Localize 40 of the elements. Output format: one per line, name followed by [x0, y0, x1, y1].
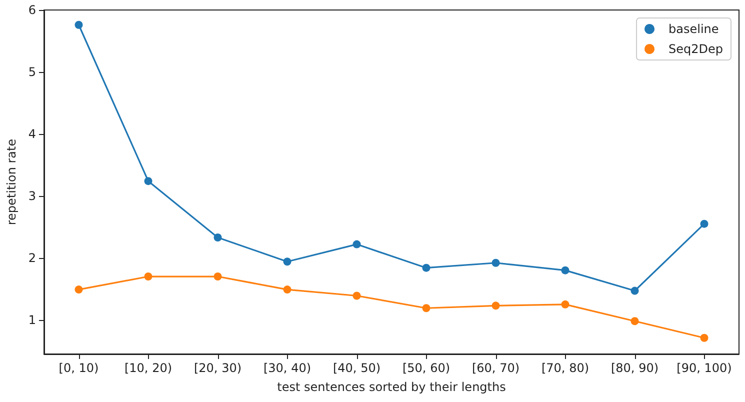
point — [700, 220, 708, 228]
point — [422, 304, 430, 312]
x-axis-title: test sentences sorted by their lengths — [277, 380, 506, 394]
point — [630, 317, 639, 326]
y-tick-label: 5 — [28, 64, 36, 79]
point — [422, 264, 430, 272]
y-tick-label: 2 — [28, 250, 36, 265]
point — [214, 272, 222, 281]
y-tick-label: 1 — [28, 312, 36, 327]
legend-label: baseline — [668, 22, 719, 36]
point — [74, 20, 83, 29]
x-tick-label: [70, 80) — [541, 361, 590, 375]
point — [561, 300, 570, 308]
point — [283, 258, 292, 266]
x-tick-label: [10, 20) — [124, 361, 172, 375]
point — [352, 292, 361, 300]
legend-label: Seq2Dep — [668, 42, 724, 56]
x-tick-label: [80, 90) — [610, 361, 659, 375]
point — [352, 240, 361, 248]
point — [561, 266, 570, 274]
x-tick-label: [90, 100) — [676, 361, 732, 375]
point — [492, 258, 500, 267]
point — [144, 272, 152, 281]
y-tick-label: 3 — [28, 188, 36, 203]
point — [74, 286, 83, 294]
point — [700, 334, 708, 342]
point — [214, 233, 222, 242]
point — [144, 177, 152, 186]
x-tick-label: [40, 50) — [332, 361, 381, 375]
x-tick-label: [20, 30) — [194, 361, 242, 375]
y-axis-title: repetition rate — [4, 138, 18, 226]
point — [630, 286, 639, 295]
y-tick-label: 6 — [28, 3, 36, 17]
x-tick-label: [60, 70) — [472, 361, 520, 375]
point — [492, 302, 500, 310]
x-tick-label: [0, 10) — [58, 361, 99, 375]
y-tick-label: 4 — [28, 126, 36, 141]
x-tick-label: [50, 60) — [402, 361, 450, 375]
point — [283, 286, 292, 294]
x-tick-label: [30, 40) — [263, 361, 312, 375]
